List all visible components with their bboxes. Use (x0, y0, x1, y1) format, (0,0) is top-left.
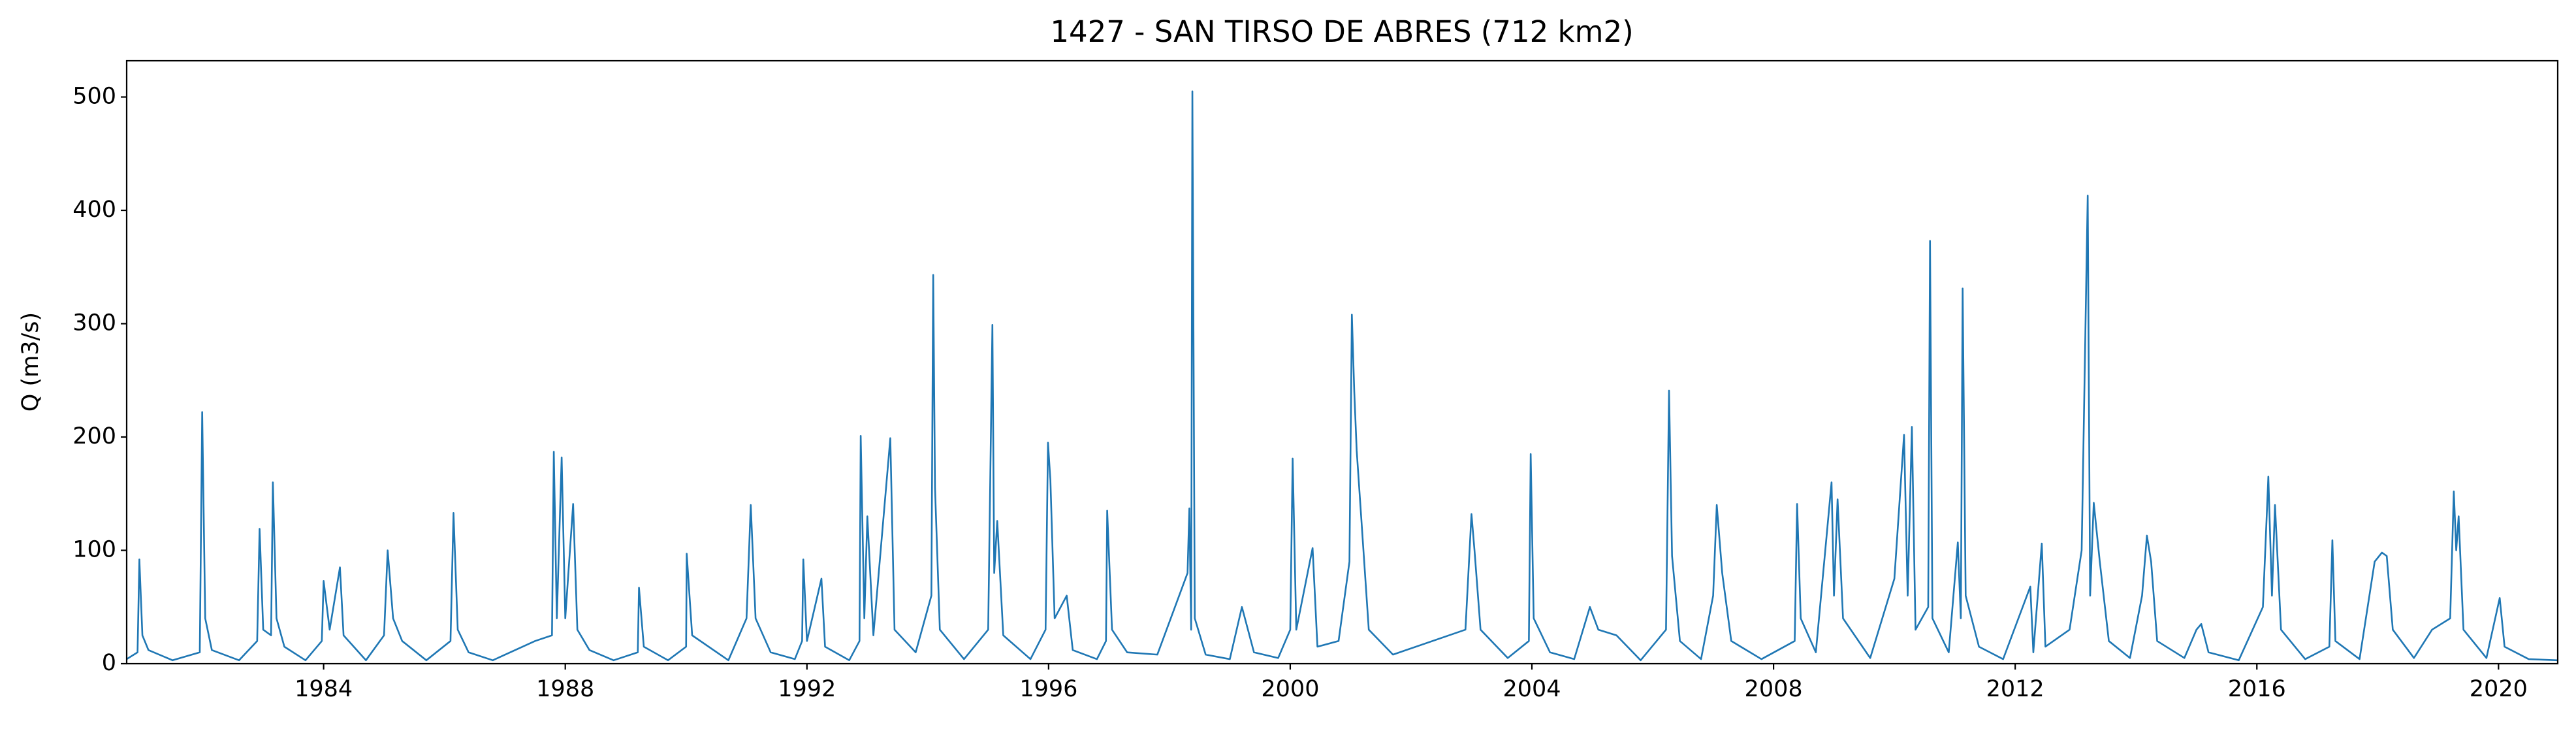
y-tick-label: 0 (102, 650, 116, 676)
y-tick-label: 200 (72, 423, 116, 449)
x-tick-label: 2020 (2470, 676, 2528, 702)
y-tick-label: 400 (72, 197, 116, 223)
x-tick-label: 2004 (1503, 676, 1561, 702)
x-tick-label: 2016 (2228, 676, 2286, 702)
chart-title: 1427 - SAN TIRSO DE ABRES (712 km2) (1050, 14, 1633, 49)
plot-frame (125, 59, 2559, 665)
flow-line (127, 90, 2558, 662)
x-tick-label: 1992 (778, 676, 836, 702)
x-tick-label: 2000 (1261, 676, 1319, 702)
y-tick-label: 300 (72, 310, 116, 336)
x-tick-label: 1996 (1019, 676, 1077, 702)
x-tick-label: 2008 (1745, 676, 1803, 702)
y-axis-label: Q (m3/s) (18, 312, 44, 412)
y-tick-label: 500 (72, 84, 116, 110)
x-tick-label: 1984 (294, 676, 353, 702)
x-tick-label: 1988 (536, 676, 594, 702)
x-tick-label: 2012 (1986, 676, 2044, 702)
y-tick-label: 100 (72, 537, 116, 563)
